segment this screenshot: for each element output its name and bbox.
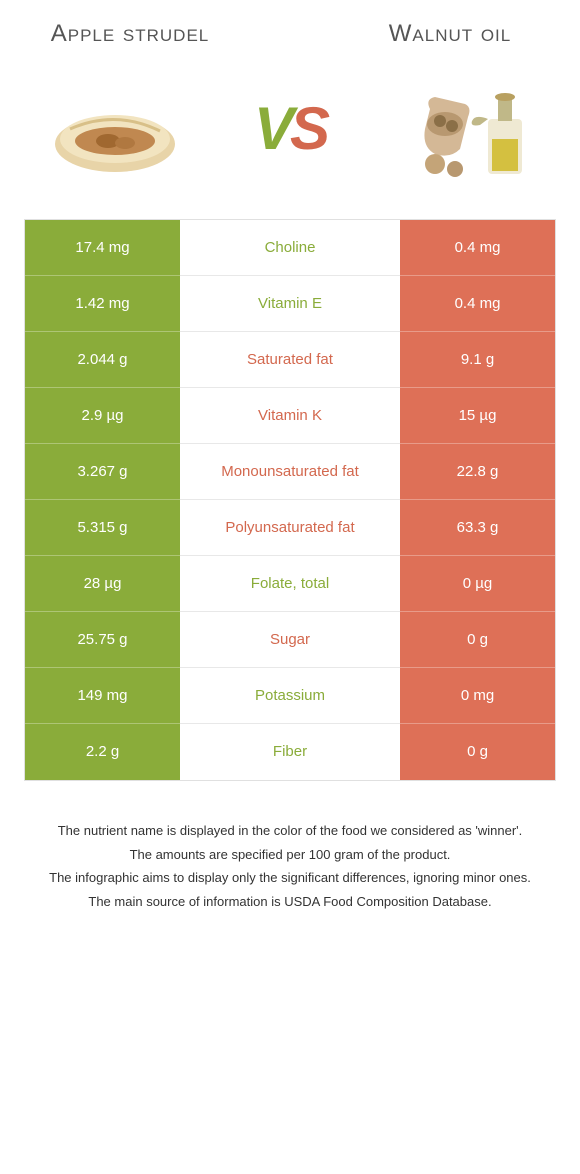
left-value-cell: 28 µg [25,556,180,612]
footer-line-1: The nutrient name is displayed in the co… [30,821,550,842]
table-row: 5.315 gPolyunsaturated fat63.3 g [25,500,555,556]
right-value-cell: 63.3 g [400,500,555,556]
right-value-cell: 0.4 mg [400,276,555,332]
table-row: 25.75 gSugar0 g [25,612,555,668]
left-value-cell: 25.75 g [25,612,180,668]
nutrient-name-cell: Saturated fat [180,332,400,388]
vs-s-letter: S [290,95,326,162]
nutrient-table: 17.4 mgCholine0.4 mg1.42 mgVitamin E0.4 … [24,219,556,781]
footer-line-3: The infographic aims to display only the… [30,868,550,889]
right-value-cell: 22.8 g [400,444,555,500]
images-row: VS [0,59,580,209]
nutrient-name-cell: Folate, total [180,556,400,612]
table-row: 149 mgPotassium0 mg [25,668,555,724]
table-row: 17.4 mgCholine0.4 mg [25,220,555,276]
right-value-cell: 0 mg [400,668,555,724]
table-row: 1.42 mgVitamin E0.4 mg [25,276,555,332]
left-value-cell: 2.2 g [25,724,180,780]
left-value-cell: 2.044 g [25,332,180,388]
nutrient-name-cell: Choline [180,220,400,276]
right-value-cell: 15 µg [400,388,555,444]
nutrient-name-cell: Vitamin K [180,388,400,444]
footer-line-4: The main source of information is USDA F… [30,892,550,913]
left-value-cell: 149 mg [25,668,180,724]
footer-line-2: The amounts are specified per 100 gram o… [30,845,550,866]
right-food-title: Walnut oil [360,20,540,49]
table-row: 3.267 gMonounsaturated fat22.8 g [25,444,555,500]
left-value-cell: 2.9 µg [25,388,180,444]
right-value-cell: 0 µg [400,556,555,612]
vs-label: VS [254,94,326,163]
right-food-image [390,69,540,189]
strudel-icon [40,69,190,189]
table-row: 2.2 gFiber0 g [25,724,555,780]
table-row: 28 µgFolate, total0 µg [25,556,555,612]
right-value-cell: 0.4 mg [400,220,555,276]
nutrient-name-cell: Vitamin E [180,276,400,332]
right-value-cell: 0 g [400,612,555,668]
left-value-cell: 17.4 mg [25,220,180,276]
footer-notes: The nutrient name is displayed in the co… [30,821,550,913]
nutrient-name-cell: Sugar [180,612,400,668]
titles-row: Apple strudel Walnut oil [0,0,580,59]
left-food-title: Apple strudel [40,20,220,49]
left-value-cell: 5.315 g [25,500,180,556]
left-value-cell: 1.42 mg [25,276,180,332]
nutrient-name-cell: Potassium [180,668,400,724]
left-value-cell: 3.267 g [25,444,180,500]
vs-v-letter: V [254,95,290,162]
nutrient-name-cell: Monounsaturated fat [180,444,400,500]
table-row: 2.9 µgVitamin K15 µg [25,388,555,444]
table-row: 2.044 gSaturated fat9.1 g [25,332,555,388]
right-value-cell: 9.1 g [400,332,555,388]
nutrient-name-cell: Polyunsaturated fat [180,500,400,556]
nutrient-name-cell: Fiber [180,724,400,780]
right-value-cell: 0 g [400,724,555,780]
left-food-image [40,69,190,189]
walnut-oil-icon [390,69,540,189]
